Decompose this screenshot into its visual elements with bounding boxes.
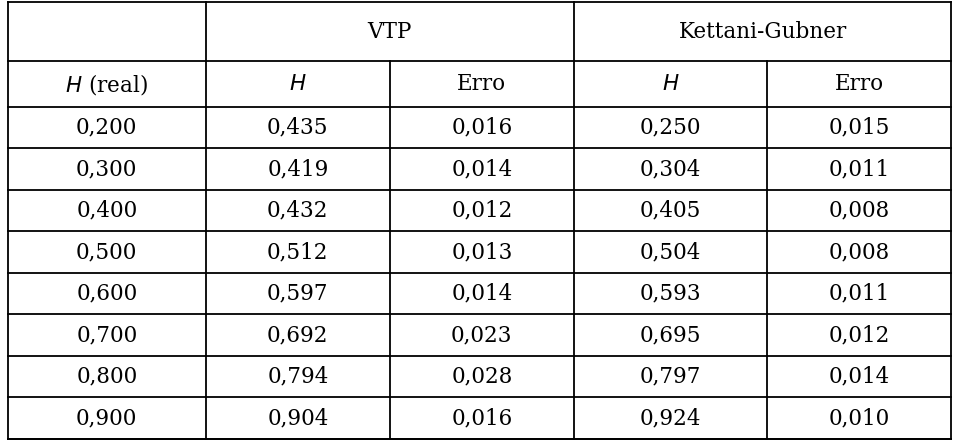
Text: 0,012: 0,012	[451, 200, 512, 222]
Text: 0,435: 0,435	[268, 117, 329, 139]
Text: 0,900: 0,900	[76, 407, 137, 429]
Text: 0,695: 0,695	[640, 324, 701, 346]
Text: 0,405: 0,405	[640, 200, 701, 222]
Text: Kettani-Gubner: Kettani-Gubner	[678, 21, 847, 43]
Text: $\mathit{H}$ (real): $\mathit{H}$ (real)	[65, 71, 149, 97]
Text: 0,028: 0,028	[451, 366, 512, 388]
Text: 0,794: 0,794	[268, 366, 329, 388]
Text: 0,692: 0,692	[268, 324, 329, 346]
Text: 0,419: 0,419	[268, 158, 329, 180]
Text: 0,011: 0,011	[829, 283, 890, 305]
Text: 0,300: 0,300	[76, 158, 137, 180]
Text: 0,700: 0,700	[76, 324, 137, 346]
Text: 0,800: 0,800	[76, 366, 137, 388]
Text: 0,500: 0,500	[76, 241, 137, 263]
Text: $\mathit{H}$: $\mathit{H}$	[662, 73, 679, 95]
Text: 0,432: 0,432	[268, 200, 329, 222]
Text: 0,011: 0,011	[829, 158, 890, 180]
Text: 0,797: 0,797	[640, 366, 701, 388]
Text: 0,504: 0,504	[640, 241, 701, 263]
Text: 0,016: 0,016	[452, 117, 512, 139]
Text: 0,014: 0,014	[452, 283, 512, 305]
Text: 0,250: 0,250	[640, 117, 701, 139]
Text: 0,008: 0,008	[829, 200, 890, 222]
Text: VTP: VTP	[367, 21, 412, 43]
Text: 0,597: 0,597	[268, 283, 329, 305]
Text: 0,014: 0,014	[452, 158, 512, 180]
Text: 0,904: 0,904	[268, 407, 329, 429]
Text: 0,014: 0,014	[829, 366, 890, 388]
Text: 0,400: 0,400	[76, 200, 137, 222]
Text: 0,924: 0,924	[640, 407, 701, 429]
Text: 0,015: 0,015	[829, 117, 890, 139]
Text: 0,010: 0,010	[829, 407, 890, 429]
Text: Erro: Erro	[457, 73, 506, 95]
Text: 0,600: 0,600	[76, 283, 137, 305]
Text: 0,016: 0,016	[452, 407, 512, 429]
Text: 0,013: 0,013	[451, 241, 512, 263]
Text: Erro: Erro	[834, 73, 884, 95]
Text: 0,304: 0,304	[640, 158, 701, 180]
Text: 0,593: 0,593	[640, 283, 701, 305]
Text: 0,200: 0,200	[76, 117, 137, 139]
Text: $\mathit{H}$: $\mathit{H}$	[289, 73, 307, 95]
Text: 0,008: 0,008	[829, 241, 890, 263]
Text: 0,012: 0,012	[829, 324, 890, 346]
Text: 0,512: 0,512	[268, 241, 329, 263]
Text: 0,023: 0,023	[451, 324, 513, 346]
